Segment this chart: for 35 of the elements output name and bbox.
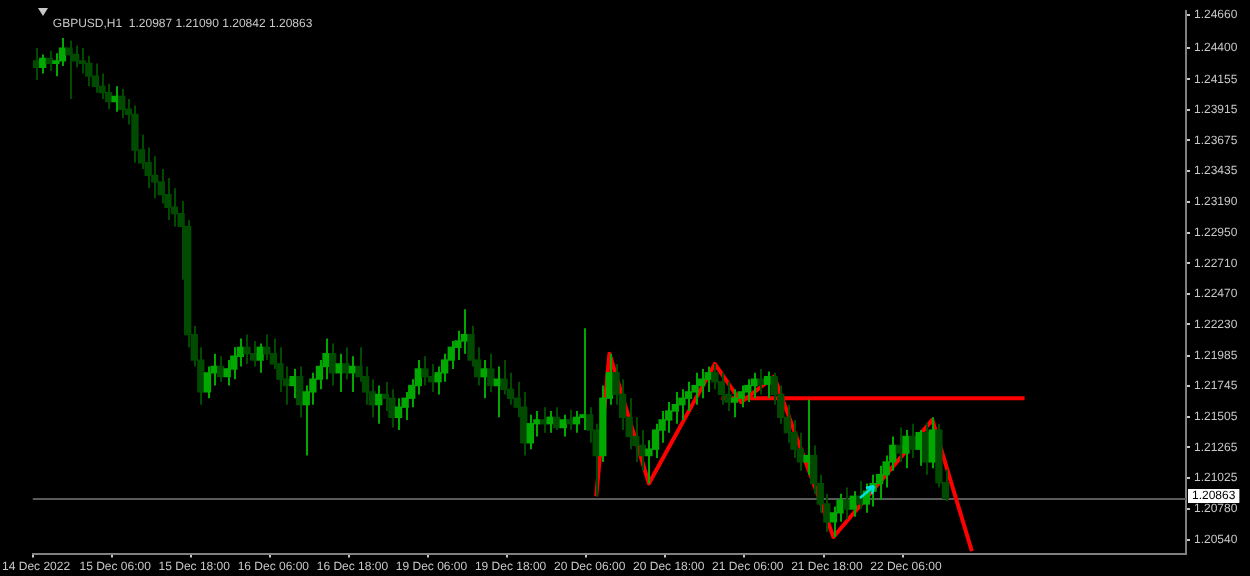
- candlestick: [104, 82, 113, 111]
- candlestick: [388, 388, 396, 429]
- candlestick: [216, 355, 225, 383]
- candlestick: [421, 355, 429, 387]
- candlestick: [328, 342, 337, 387]
- candlestick: [118, 87, 126, 120]
- candlestick: [65, 39, 73, 101]
- candlestick: [691, 371, 699, 406]
- candlestick: [842, 486, 851, 521]
- candlestick: [342, 346, 350, 381]
- candlestick: [671, 390, 679, 425]
- candlestick: [131, 104, 139, 164]
- candlestick: [922, 421, 930, 476]
- candlestick: [289, 367, 297, 400]
- candlestick: [375, 384, 383, 425]
- candlestick: [91, 62, 100, 94]
- candlestick: [526, 413, 534, 451]
- candlestick: [724, 380, 732, 412]
- candlestick: [875, 464, 884, 502]
- candlestick: [487, 352, 495, 393]
- candlestick: [678, 388, 686, 421]
- candlestick: [902, 429, 910, 470]
- candlestick: [553, 406, 561, 432]
- candlestick: [243, 333, 251, 365]
- candlestick: [164, 176, 172, 222]
- candlestick: [717, 371, 726, 406]
- candlestick: [39, 53, 47, 75]
- candlestick: [744, 378, 752, 404]
- candlestick: [322, 337, 330, 381]
- candlestick: [249, 339, 258, 368]
- candlestick: [803, 398, 811, 476]
- candlestick: [230, 346, 238, 381]
- candlestick: [85, 54, 93, 88]
- candlestick: [520, 390, 528, 457]
- candlestick: [915, 429, 923, 467]
